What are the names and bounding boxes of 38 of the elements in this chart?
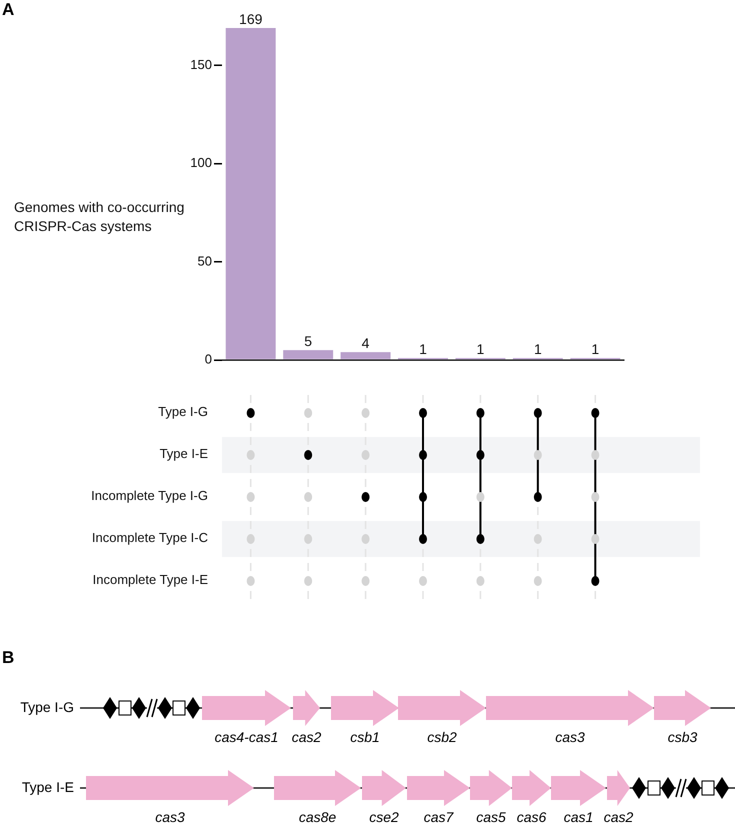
text: Incomplete Type I-C <box>92 530 208 545</box>
y-tick-label: 0 <box>204 352 212 367</box>
data-label: 1 <box>591 340 600 357</box>
text: cas2 <box>604 809 634 825</box>
text: csb3 <box>666 729 698 745</box>
data-label: 169 <box>239 10 263 27</box>
text: Type I-G <box>20 699 74 715</box>
data-label: 1 <box>419 340 428 357</box>
data-label: 1 <box>476 340 485 357</box>
text: Incomplete Type I-G <box>91 488 208 503</box>
text: cas8e <box>298 809 338 825</box>
bar <box>283 350 334 360</box>
text: Type I-E <box>22 779 74 795</box>
text: cas6 <box>516 809 546 825</box>
text: Incomplete Type I-E <box>92 572 208 587</box>
bar <box>226 28 276 360</box>
data-label: 5 <box>304 333 312 350</box>
y-axis-title: Genomes with co-occurring CRISPR-Cas systems <box>14 198 186 236</box>
y-tick-label: 150 <box>190 56 212 72</box>
text: cas7 <box>424 809 454 825</box>
text: cas3 <box>554 729 586 745</box>
text: B <box>2 648 14 668</box>
text: cas5 <box>476 809 506 825</box>
text: cas3 <box>154 809 186 825</box>
text: cas2 <box>292 729 322 745</box>
y-tick-label: 50 <box>198 253 212 268</box>
text: cas4-cas1 <box>214 729 278 745</box>
text: A <box>2 0 14 20</box>
text: cse2 <box>369 809 399 825</box>
data-label: 1 <box>534 340 542 357</box>
text: Type I-G <box>158 404 208 419</box>
data-label: 4 <box>362 335 370 351</box>
text: cas1 <box>564 809 594 825</box>
text: csb1 <box>350 729 380 745</box>
text: Type I-E <box>160 446 208 461</box>
y-tick-label: 100 <box>190 155 212 170</box>
bar <box>340 352 391 360</box>
text: csb2 <box>426 729 458 745</box>
